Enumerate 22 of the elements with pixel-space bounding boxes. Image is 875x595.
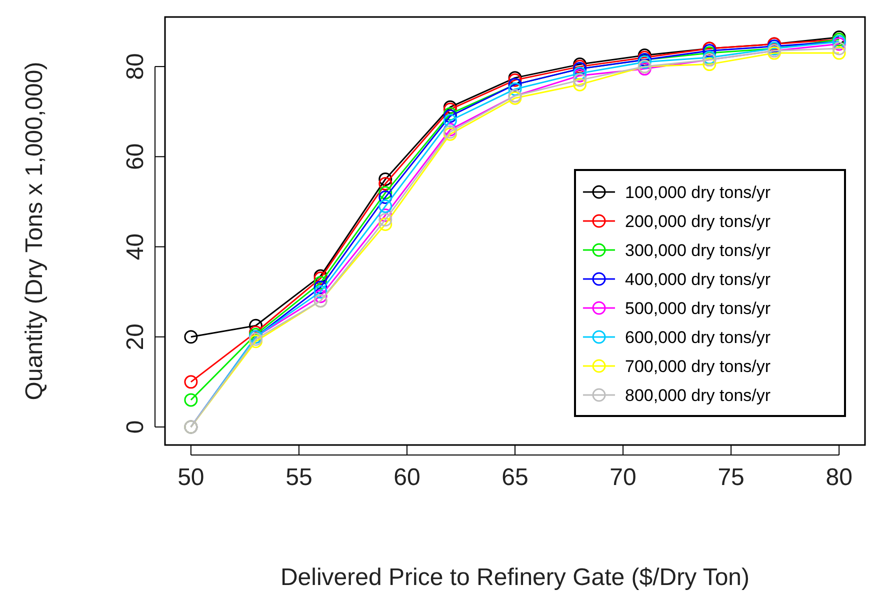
y-tick-label: 0 [122, 420, 149, 434]
y-tick-label: 60 [122, 143, 149, 170]
legend-label: 300,000 dry tons/yr [625, 241, 771, 260]
legend-label: 800,000 dry tons/yr [625, 386, 771, 405]
legend-label: 700,000 dry tons/yr [625, 357, 771, 376]
x-tick-label: 60 [394, 464, 420, 491]
y-tick-label: 20 [122, 324, 149, 350]
x-axis-title: Delivered Price to Refinery Gate ($/Dry Ton) [280, 564, 750, 591]
x-tick-label: 50 [178, 464, 204, 491]
legend-label: 500,000 dry tons/yr [625, 299, 771, 318]
y-axis-title: Quantity (Dry Tons x 1,000,000) [21, 62, 48, 400]
legend-label: 600,000 dry tons/yr [625, 328, 771, 347]
legend-label: 400,000 dry tons/yr [625, 270, 771, 289]
y-tick-label: 80 [122, 53, 149, 80]
x-tick-label: 55 [286, 464, 312, 491]
x-tick-label: 70 [610, 464, 636, 491]
y-tick-label: 40 [122, 233, 149, 260]
x-tick-label: 65 [502, 464, 528, 491]
x-tick-label: 80 [826, 464, 852, 491]
legend-label: 100,000 dry tons/yr [625, 183, 771, 202]
x-tick-label: 75 [718, 464, 744, 491]
legend-label: 200,000 dry tons/yr [625, 212, 771, 231]
